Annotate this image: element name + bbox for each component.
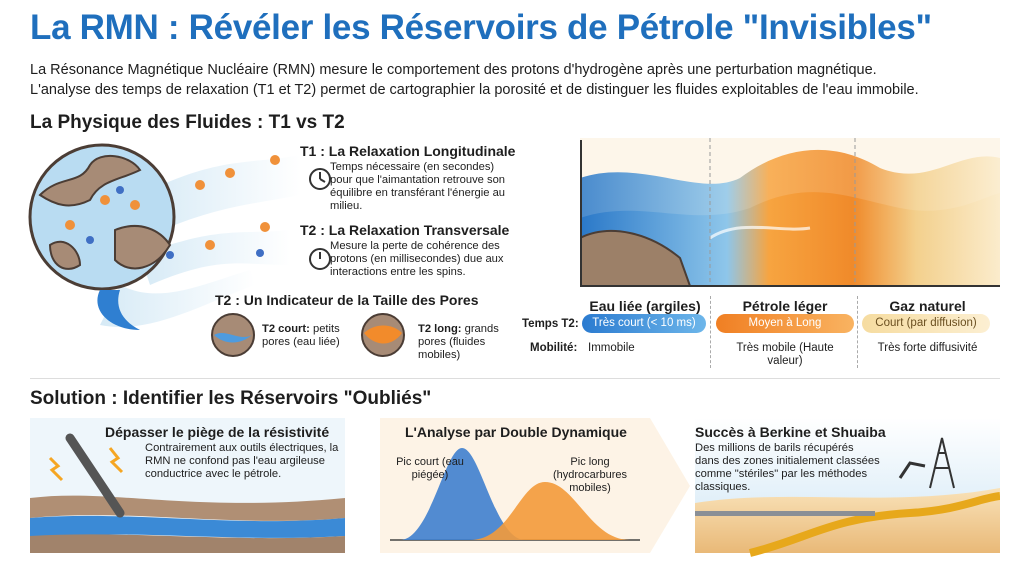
mobility: Très mobile (Haute valeur) <box>736 342 834 367</box>
axis <box>580 140 582 286</box>
mobility: Immobile <box>588 342 635 354</box>
decoration-path <box>48 240 82 270</box>
decoration-circle <box>260 222 270 232</box>
decoration-path <box>319 172 326 183</box>
card-text: Des millions de barils récupérés dans de… <box>695 442 880 493</box>
column-header: Pétrole léger <box>742 298 828 314</box>
decoration-circle <box>195 180 205 190</box>
decoration-path <box>30 534 345 553</box>
decoration-path <box>400 448 525 540</box>
t2-pill: Court (par diffusion) <box>862 314 990 333</box>
decoration-circle <box>225 168 235 178</box>
pore-text: petits pores (eau liée) <box>262 323 340 348</box>
column-header: Eau liée (argiles) <box>589 298 701 314</box>
decoration-circle <box>205 240 215 250</box>
solution-illustrations <box>30 418 1000 557</box>
t2-text: Mesure la perte de cohérence des protons… <box>330 240 504 278</box>
title: La RMN : Révéler les Réservoirs de Pétro… <box>30 8 932 47</box>
t2-pill: Moyen à Long <box>716 314 854 333</box>
physics-illustration <box>28 143 405 357</box>
decoration-circle <box>65 220 75 230</box>
pore-label: T2 long: <box>418 323 462 335</box>
decoration-circle <box>270 155 280 165</box>
decoration-circle <box>100 195 110 205</box>
decoration-path <box>65 433 125 518</box>
t1-title: T1 : La Relaxation Longitudinale <box>300 143 516 159</box>
decoration-g <box>86 186 264 259</box>
pore-text: grands pores (fluides mobiles) <box>418 323 499 361</box>
decoration-path <box>709 225 811 240</box>
intro-line: La Résonance Magnétique Nucléaire (RMN) … <box>30 62 877 78</box>
row-label: Mobilité: <box>530 342 578 354</box>
t1-text: Temps nécessaire (en secondes) pour que … <box>330 161 506 212</box>
divider <box>857 296 858 368</box>
card-title: Dépasser le piège de la résistivité <box>105 424 330 440</box>
divider <box>710 296 711 368</box>
peak-label: Pic long (hydrocarbures mobiles) <box>553 456 627 494</box>
pore-label: T2 court: <box>262 323 310 335</box>
decoration-circle <box>116 186 124 194</box>
decoration-circle <box>86 236 94 244</box>
decoration-path <box>140 230 290 285</box>
pore-long: T2 long: grands pores (fluides mobiles) <box>418 323 506 362</box>
section-heading: Solution : Identifier les Réservoirs "Ou… <box>30 388 432 409</box>
fluids-illustration <box>580 138 1000 286</box>
decoration-path <box>100 270 255 327</box>
decoration-path <box>470 482 630 540</box>
row-label: Temps T2: <box>522 318 579 330</box>
pore-short: T2 court: petits pores (eau liée) <box>262 323 352 349</box>
card-title: Succès à Berkine et Shuaiba <box>695 424 886 440</box>
mobility: Très forte diffusivité <box>877 342 978 354</box>
decoration-path <box>97 290 140 330</box>
decoration-path <box>580 192 1000 286</box>
decoration-path <box>114 225 172 270</box>
decoration-path <box>929 437 955 489</box>
pores-heading: T2 : Un Indicateur de la Taille des Pore… <box>215 292 479 308</box>
decoration-path <box>214 332 252 343</box>
decoration-path <box>749 492 1000 557</box>
decoration-path <box>364 325 402 344</box>
t2-pill: Très court (< 10 ms) <box>582 314 706 333</box>
decoration-path <box>140 155 300 235</box>
decoration-path <box>108 447 124 474</box>
separator <box>30 378 1000 379</box>
decoration-g <box>65 155 280 250</box>
t2-title: T2 : La Relaxation Transversale <box>300 222 510 238</box>
axis <box>580 285 1000 287</box>
decoration-circle <box>211 313 255 357</box>
column-header: Gaz naturel <box>889 298 966 314</box>
decoration-path <box>48 456 64 482</box>
decoration-rect <box>695 511 875 516</box>
decoration-path <box>580 230 692 286</box>
card-text: Contrairement aux outils électriques, la… <box>145 442 339 480</box>
decoration-circle <box>130 200 140 210</box>
decoration-path <box>898 461 926 479</box>
peak-label: Pic court (eau piégée) <box>396 456 464 481</box>
intro-line: L'analyse des temps de relaxation (T1 et… <box>30 82 919 98</box>
decoration-circle <box>166 251 174 259</box>
card-title: L'Analyse par Double Dynamique <box>405 424 627 440</box>
decoration-path <box>30 515 345 538</box>
decoration-path <box>38 154 142 207</box>
section-heading: La Physique des Fluides : T1 vs T2 <box>30 112 345 133</box>
decoration-circle <box>256 249 264 257</box>
